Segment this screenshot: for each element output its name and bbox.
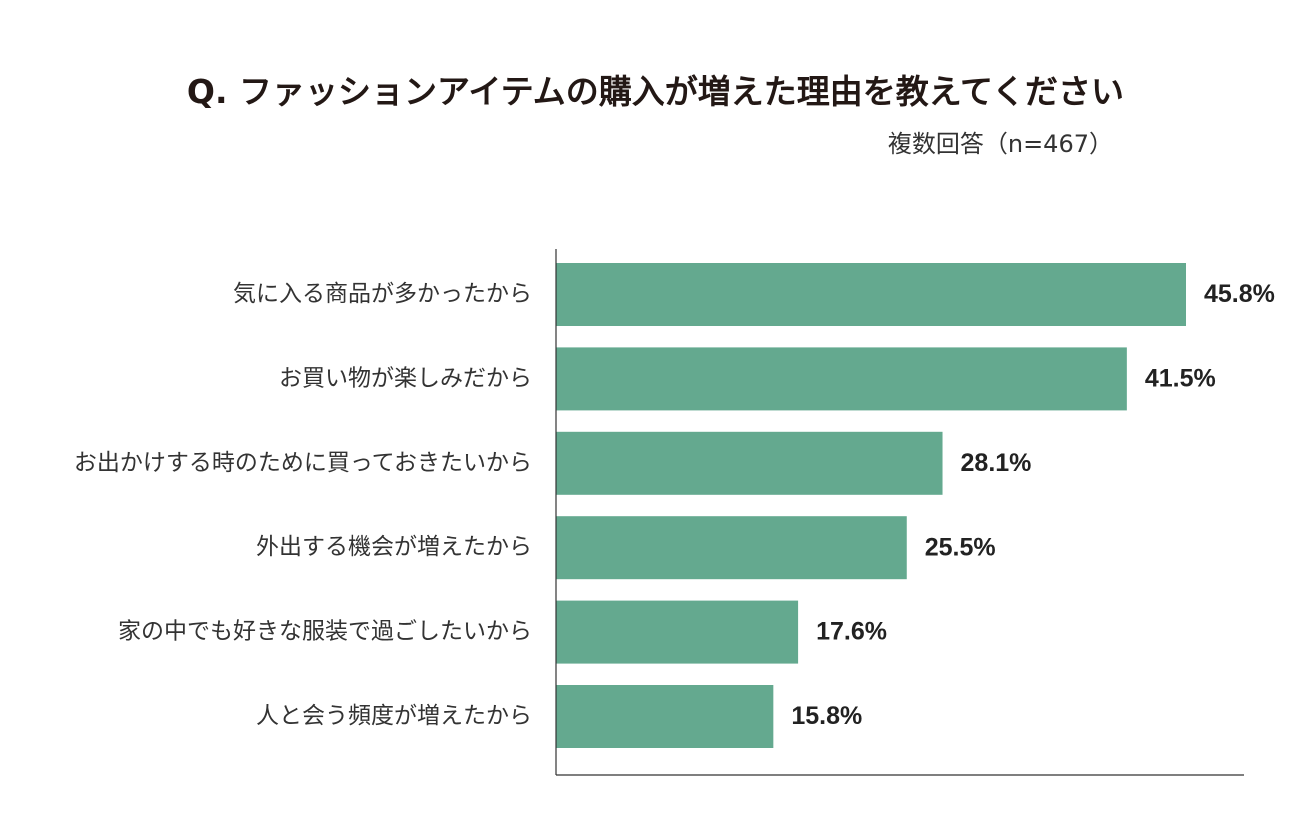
chart-subtitle: 複数回答（n=467） (887, 130, 1113, 158)
bar-6 (556, 685, 774, 748)
chart-title: Q. ファッションアイテムの購入が増えた理由を教えてください (186, 72, 1125, 111)
category-label-6: 人と会う頻度が増えたから (256, 703, 532, 729)
category-label-2: お買い物が楽しみだから (279, 365, 532, 391)
category-label-3: お出かけする時のために買っておきたいから (74, 450, 532, 476)
category-labels-group: 気に入る商品が多かったからお買い物が楽しみだからお出かけする時のために買っておき… (74, 281, 532, 729)
axes-group (555, 249, 1244, 776)
bar-5 (556, 600, 799, 664)
category-label-5: 家の中でも好きな服装で過ごしたいから (118, 619, 532, 645)
bar-4 (556, 516, 907, 580)
bars-group (556, 263, 1186, 748)
category-label-1: 気に入る商品が多かったから (233, 281, 532, 307)
bar-1 (556, 263, 1186, 326)
category-label-4: 外出する機会が増えたから (256, 534, 532, 560)
value-label-2: 41.5% (1145, 365, 1216, 393)
value-labels-group: 45.8% 41.5% 28.1% 25.5% 17.6% 15.8% (791, 280, 1275, 730)
bar-3 (556, 431, 943, 495)
value-label-1: 45.8% (1204, 280, 1275, 308)
value-label-4: 25.5% (925, 533, 996, 561)
bar-2 (556, 347, 1127, 411)
value-label-3: 28.1% (961, 449, 1032, 477)
value-label-5: 17.6% (816, 618, 887, 646)
value-label-6: 15.8% (791, 702, 862, 730)
